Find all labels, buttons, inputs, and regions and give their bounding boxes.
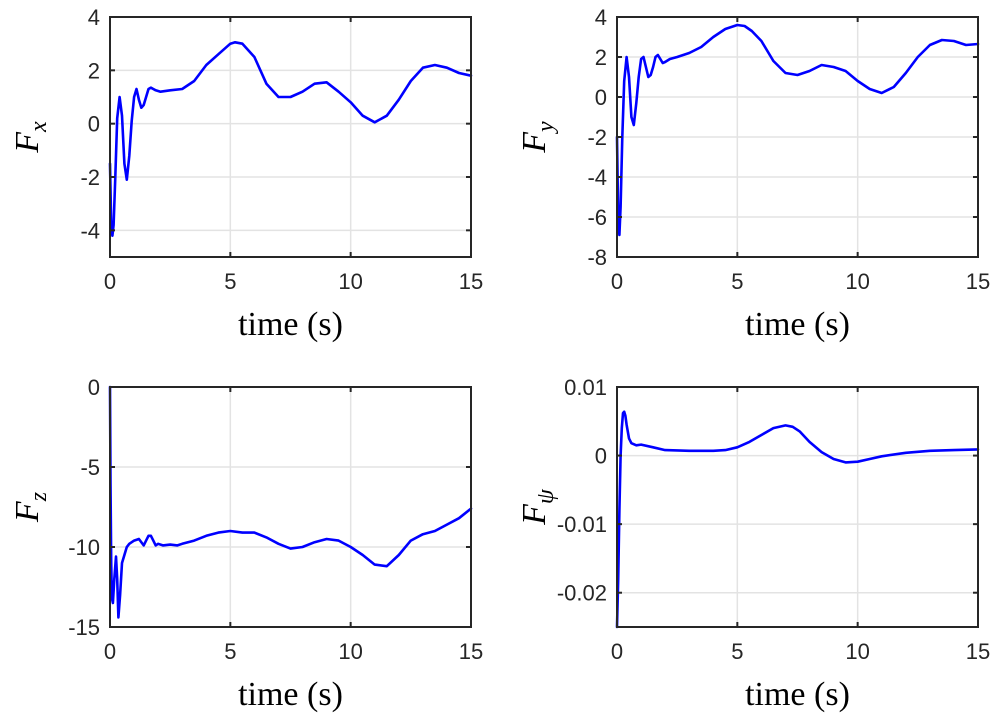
x-tick-label: 10: [845, 269, 869, 294]
y-tick-label: -0.01: [557, 512, 607, 537]
y-tick-label: -5: [80, 455, 100, 480]
series-line-1: [108, 385, 473, 619]
y-axis-label: Fy: [516, 121, 559, 154]
chart-panel-3: 0 5 10 15 -15 -10 -5 0 time (s) Fz: [9, 375, 483, 713]
x-tick-label: 0: [611, 639, 623, 664]
y-tick-label: 0: [595, 85, 607, 110]
y-tick-label: -2: [80, 165, 100, 190]
x-tick-label: 5: [224, 269, 236, 294]
y-tick-label: 0.01: [564, 375, 607, 400]
y-tick-label: -8: [587, 245, 607, 270]
x-tick-label: 5: [731, 639, 743, 664]
axes-frame: [616, 386, 979, 628]
y-tick-label: -6: [587, 205, 607, 230]
x-tick-label: 5: [731, 269, 743, 294]
y-tick-label: 0: [88, 112, 100, 137]
y-tick-label: -4: [587, 165, 607, 190]
plot-area: [110, 387, 471, 627]
x-tick-label: 15: [459, 639, 483, 664]
chart-panel-2: 0 5 10 15 -8 -6 -4 -2 0 2 4 time (s) Fy: [516, 5, 990, 343]
x-axis-label: time (s): [238, 676, 343, 713]
y-axis-label: Fz: [9, 491, 52, 523]
y-tick-label: -10: [68, 535, 100, 560]
x-tick-label: 0: [104, 639, 116, 664]
y-tick-label: -4: [80, 218, 100, 243]
x-tick-label: 15: [966, 269, 990, 294]
series-line-1: [108, 41, 473, 237]
x-tick-label: 10: [845, 639, 869, 664]
y-tick-label: 4: [88, 5, 100, 30]
plot-area: [110, 17, 471, 257]
x-tick-label: 15: [966, 639, 990, 664]
plot-area: [617, 387, 978, 627]
y-tick-label: -15: [68, 615, 100, 640]
y-tick-label: -0.02: [557, 581, 607, 606]
axes-frame: [109, 386, 472, 628]
chart-panel-1: 0 5 10 15 -4 -2 0 2 4 time (s) Fx: [9, 5, 483, 343]
y-tick-label: 4: [595, 5, 607, 30]
y-tick-label: 2: [88, 58, 100, 83]
y-tick-label: 2: [595, 45, 607, 70]
y-axis-label: Fψ: [516, 488, 559, 526]
axes-frame: [109, 16, 472, 258]
chart-panel-4: 0 5 10 15 -0.02 -0.01 0 0.01 time (s) Fψ: [516, 375, 990, 713]
series-line-1: [615, 23, 980, 237]
x-tick-label: 0: [611, 269, 623, 294]
x-tick-label: 10: [338, 269, 362, 294]
y-axis-label: Fx: [9, 121, 52, 154]
y-tick-label: -2: [587, 125, 607, 150]
x-tick-label: 15: [459, 269, 483, 294]
series-line-1: [615, 410, 980, 629]
x-axis-label: time (s): [238, 306, 343, 343]
y-tick-label: 0: [595, 444, 607, 469]
x-tick-label: 5: [224, 639, 236, 664]
x-axis-label: time (s): [745, 676, 850, 713]
x-axis-label: time (s): [745, 306, 850, 343]
x-tick-label: 10: [338, 639, 362, 664]
y-tick-label: 0: [88, 375, 100, 400]
x-tick-label: 0: [104, 269, 116, 294]
